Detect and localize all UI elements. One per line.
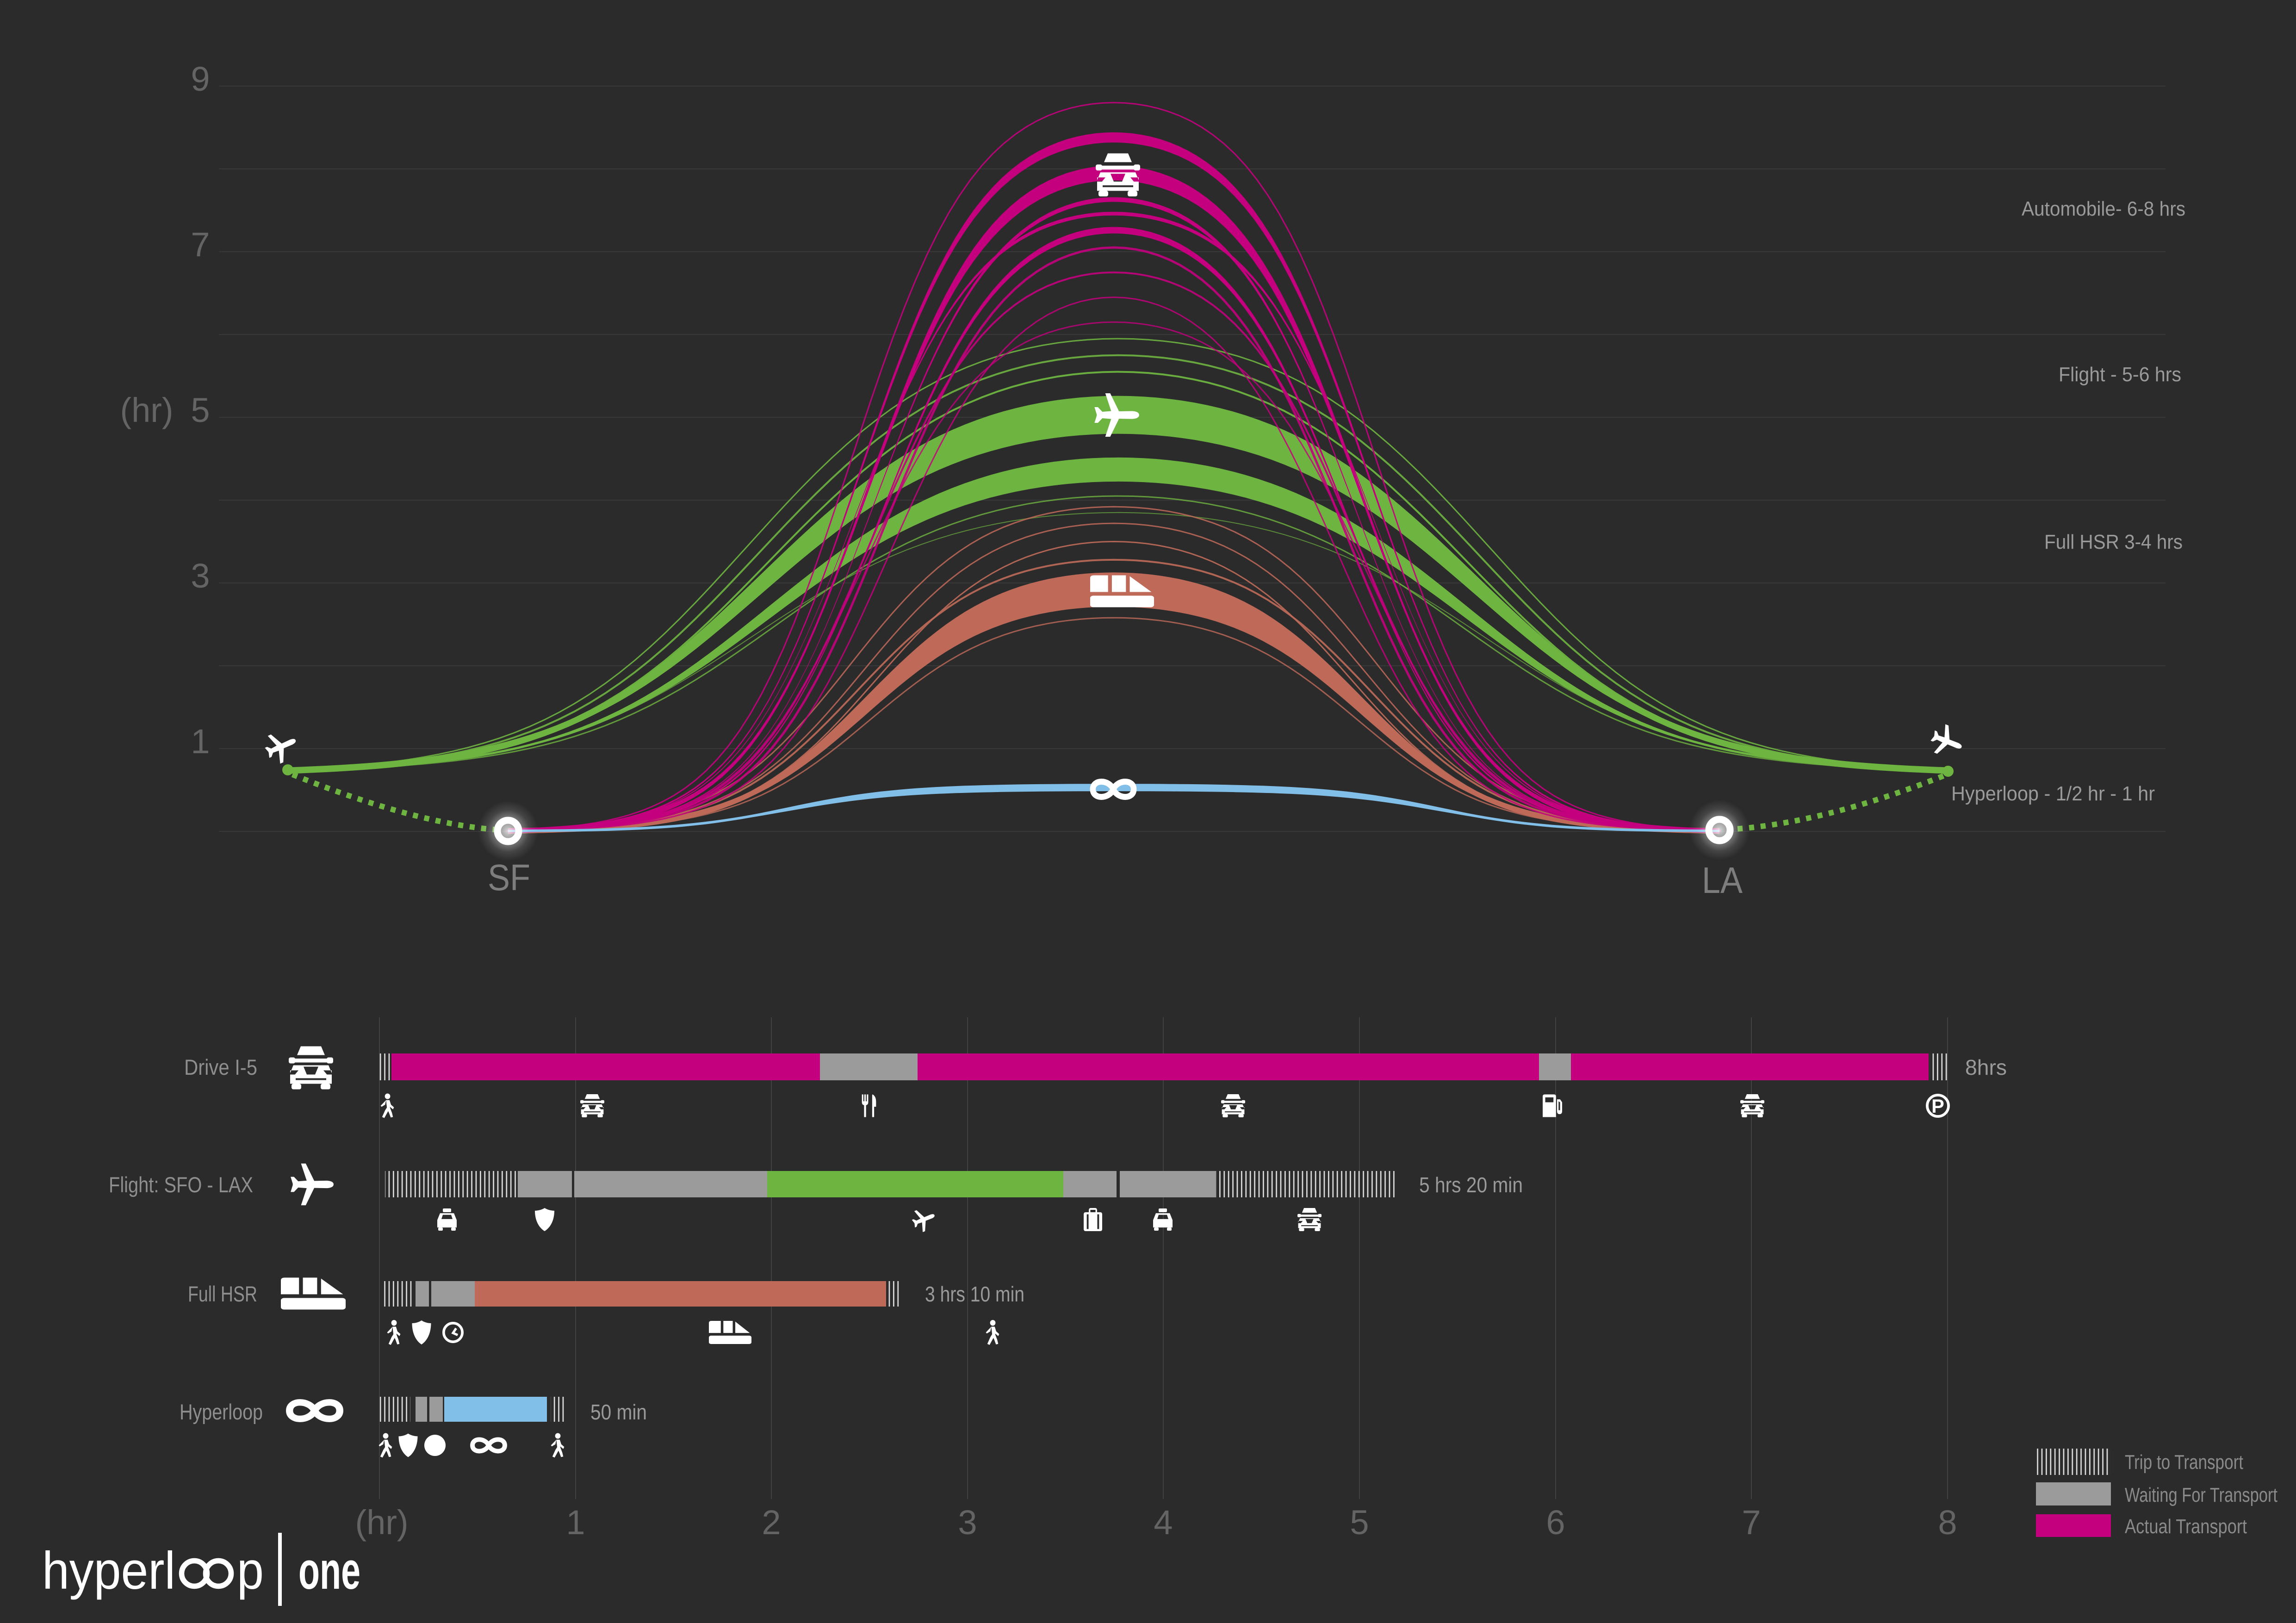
svg-text:hyperl: hyperl bbox=[42, 1542, 175, 1600]
svg-text:Flight: SFO - LAX: Flight: SFO - LAX bbox=[109, 1172, 253, 1197]
svg-text:Hyperloop: Hyperloop bbox=[180, 1400, 263, 1424]
svg-text:Waiting For Transport: Waiting For Transport bbox=[2125, 1484, 2277, 1506]
svg-text:3 hrs 10 min: 3 hrs 10 min bbox=[925, 1282, 1024, 1306]
svg-text:LA: LA bbox=[1702, 860, 1743, 901]
svg-text:4: 4 bbox=[1154, 1503, 1173, 1542]
svg-text:8hrs: 8hrs bbox=[1965, 1055, 2007, 1079]
svg-text:6: 6 bbox=[1546, 1503, 1565, 1542]
svg-text:Full HSR 3-4 hrs: Full HSR 3-4 hrs bbox=[2044, 531, 2183, 553]
svg-text:Hyperloop - 1/2 hr - 1 hr: Hyperloop - 1/2 hr - 1 hr bbox=[1951, 782, 2155, 805]
svg-text:5: 5 bbox=[1350, 1503, 1369, 1542]
svg-text:50 min: 50 min bbox=[590, 1400, 647, 1424]
svg-text:9: 9 bbox=[191, 60, 210, 98]
svg-text:Flight - 5-6 hrs: Flight - 5-6 hrs bbox=[2059, 363, 2181, 386]
svg-text:7: 7 bbox=[191, 225, 210, 264]
svg-text:3: 3 bbox=[191, 557, 210, 595]
svg-text:5 hrs 20 min: 5 hrs 20 min bbox=[1419, 1173, 1523, 1197]
svg-text:1: 1 bbox=[566, 1503, 585, 1542]
svg-text:1: 1 bbox=[191, 722, 210, 761]
svg-text:Drive I-5: Drive I-5 bbox=[184, 1055, 257, 1079]
svg-text:3: 3 bbox=[958, 1503, 977, 1542]
svg-text:(hr): (hr) bbox=[120, 391, 173, 429]
svg-text:Full HSR: Full HSR bbox=[188, 1282, 257, 1306]
svg-text:8: 8 bbox=[1938, 1503, 1957, 1542]
svg-text:SF: SF bbox=[488, 857, 530, 898]
svg-text:(hr): (hr) bbox=[355, 1503, 408, 1542]
svg-text:p: p bbox=[237, 1542, 264, 1600]
svg-text:Trip to Transport: Trip to Transport bbox=[2125, 1451, 2243, 1474]
svg-text:7: 7 bbox=[1742, 1503, 1761, 1542]
svg-text:Actual Transport: Actual Transport bbox=[2125, 1515, 2247, 1538]
svg-text:2: 2 bbox=[762, 1503, 781, 1542]
svg-text:5: 5 bbox=[191, 391, 210, 429]
svg-text:one: one bbox=[298, 1542, 360, 1600]
svg-text:Automobile- 6-8 hrs: Automobile- 6-8 hrs bbox=[2022, 198, 2185, 220]
